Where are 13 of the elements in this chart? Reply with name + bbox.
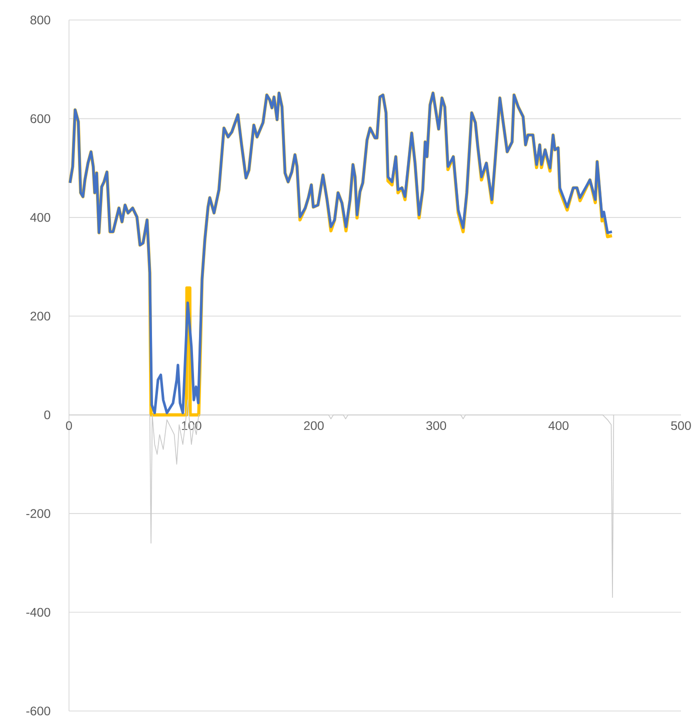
x-tick-label: 500 — [671, 421, 691, 430]
y-tick-label: 400 — [30, 213, 50, 222]
x-tick-label: 0 — [66, 421, 72, 430]
x-tick-label: 200 — [304, 421, 324, 430]
y-tick-label: -200 — [26, 509, 50, 518]
x-tick-label: 400 — [548, 421, 568, 430]
y-tick-label: -600 — [26, 706, 50, 716]
y-tick-label: -400 — [26, 608, 50, 617]
x-tick-label: 300 — [426, 421, 446, 430]
y-tick-label: 0 — [44, 410, 50, 420]
y-tick-label: 800 — [30, 16, 50, 24]
y-tick-label: 200 — [30, 312, 50, 321]
y-tick-label: 600 — [30, 114, 50, 124]
